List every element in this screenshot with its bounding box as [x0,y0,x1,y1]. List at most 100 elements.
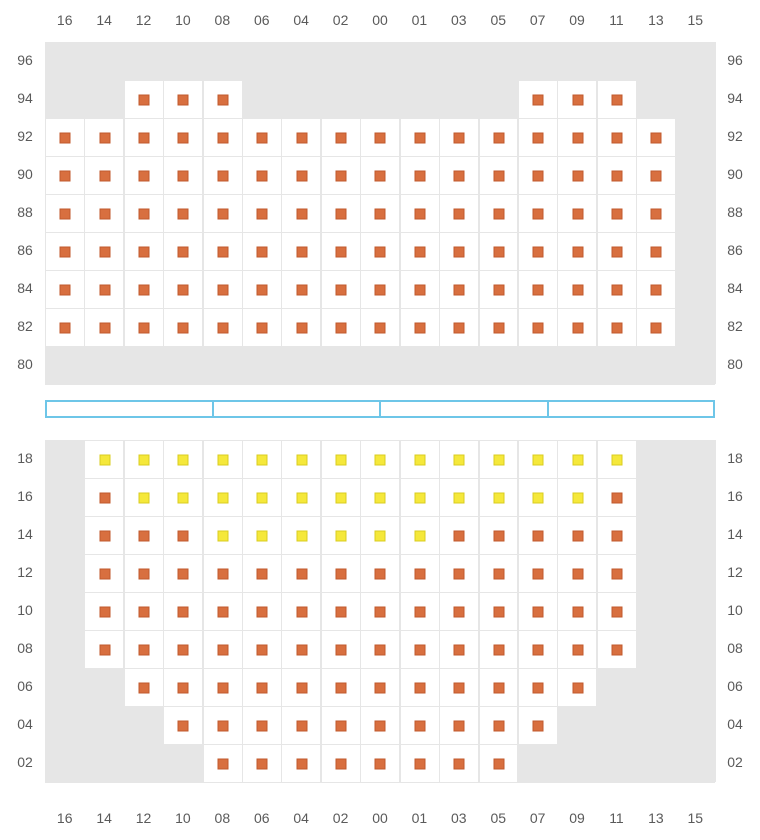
seat-available[interactable] [139,606,150,617]
seat-cell[interactable] [479,478,518,516]
seat-cell[interactable] [242,118,281,156]
seat-cell[interactable] [439,668,478,706]
seat-available[interactable] [217,606,228,617]
seat-available[interactable] [414,132,425,143]
seat-available[interactable] [217,568,228,579]
seat-cell[interactable] [400,516,439,554]
seat-cell[interactable] [281,118,320,156]
seat-cell[interactable] [597,80,636,118]
seat-cell[interactable] [203,308,242,346]
seat-available[interactable] [611,492,622,503]
seat-available[interactable] [611,644,622,655]
seat-cell[interactable] [479,308,518,346]
seat-available[interactable] [336,170,347,181]
seat-cell[interactable] [242,156,281,194]
seat-cell[interactable] [124,308,163,346]
seat-cell[interactable] [400,156,439,194]
seat-cell[interactable] [518,554,557,592]
seat-available[interactable] [257,284,268,295]
seat-cell[interactable] [203,554,242,592]
seat-cell[interactable] [321,592,360,630]
seat-cell[interactable] [360,156,399,194]
seat-available[interactable] [257,644,268,655]
seat-available[interactable] [296,246,307,257]
seat-available[interactable] [454,284,465,295]
seat-available[interactable] [336,284,347,295]
seat-cell[interactable] [242,194,281,232]
seat-cell[interactable] [84,554,123,592]
seat-available[interactable] [99,568,110,579]
seat-available[interactable] [454,568,465,579]
seat-available[interactable] [611,208,622,219]
seat-available[interactable] [217,720,228,731]
seat-cell[interactable] [597,156,636,194]
seat-cell[interactable] [636,308,675,346]
seat-available[interactable] [336,606,347,617]
seat-available[interactable] [60,208,71,219]
seat-cell[interactable] [518,516,557,554]
seat-cell[interactable] [557,80,596,118]
seat-cell[interactable] [479,440,518,478]
seat-available[interactable] [375,644,386,655]
seat-available[interactable] [139,246,150,257]
seat-available[interactable] [414,720,425,731]
seat-cell[interactable] [203,478,242,516]
seat-available[interactable] [217,246,228,257]
seat-available[interactable] [493,682,504,693]
seat-cell[interactable] [400,232,439,270]
seat-cell[interactable] [124,80,163,118]
seat-available[interactable] [336,568,347,579]
seat-cell[interactable] [281,308,320,346]
seat-cell[interactable] [479,668,518,706]
seat-available[interactable] [611,568,622,579]
seat-available[interactable] [493,530,504,541]
seat-available[interactable] [139,530,150,541]
seat-cell[interactable] [124,270,163,308]
seat-available[interactable] [493,246,504,257]
seat-cell[interactable] [281,668,320,706]
seat-cell[interactable] [360,706,399,744]
seat-cell[interactable] [281,156,320,194]
seat-cell[interactable] [321,118,360,156]
seat-cell[interactable] [203,744,242,782]
seat-cell[interactable] [321,270,360,308]
seat-available[interactable] [296,568,307,579]
seat-available[interactable] [533,208,544,219]
seat-cell[interactable] [479,744,518,782]
seat-available[interactable] [454,322,465,333]
seat-cell[interactable] [321,554,360,592]
seat-available[interactable] [454,132,465,143]
seat-cell[interactable] [124,668,163,706]
seat-cell[interactable] [597,630,636,668]
seat-cell[interactable] [557,516,596,554]
seat-cell[interactable] [45,156,84,194]
seat-cell[interactable] [281,440,320,478]
seat-cell[interactable] [400,744,439,782]
seat-cell[interactable] [281,194,320,232]
seat-cell[interactable] [163,516,202,554]
seat-available[interactable] [178,530,189,541]
seat-available[interactable] [296,170,307,181]
seat-premium[interactable] [336,530,347,541]
seat-cell[interactable] [439,592,478,630]
seat-cell[interactable] [321,516,360,554]
seat-cell[interactable] [557,668,596,706]
seat-cell[interactable] [45,232,84,270]
seat-cell[interactable] [203,440,242,478]
seat-available[interactable] [572,644,583,655]
seat-available[interactable] [99,208,110,219]
seat-available[interactable] [257,208,268,219]
seat-cell[interactable] [124,478,163,516]
seat-available[interactable] [572,132,583,143]
seat-available[interactable] [611,170,622,181]
seat-cell[interactable] [439,308,478,346]
seat-premium[interactable] [454,492,465,503]
seat-cell[interactable] [479,270,518,308]
seat-available[interactable] [178,682,189,693]
seat-cell[interactable] [45,308,84,346]
seat-available[interactable] [178,208,189,219]
seat-cell[interactable] [439,478,478,516]
seat-cell[interactable] [557,308,596,346]
seat-cell[interactable] [360,592,399,630]
seat-premium[interactable] [296,530,307,541]
